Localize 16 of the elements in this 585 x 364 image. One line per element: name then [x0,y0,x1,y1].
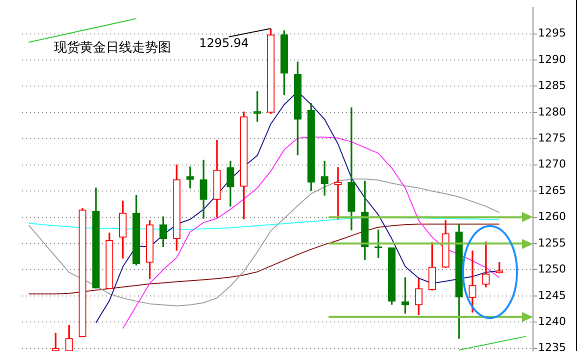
y-tick-label: 1260 [538,210,566,224]
y-tick-label: 1240 [538,315,566,328]
y-tick-label: 1250 [538,262,566,276]
y-tick-label: 1295 [538,26,566,40]
y-tick-label: 1255 [538,236,566,250]
y-tick-label: 1235 [538,341,566,354]
y-tick-label: 1285 [538,79,566,92]
y-tick-label: 1270 [538,158,566,171]
y-tick-label: 1280 [538,105,566,118]
text: 现货黄金日线走势图 [54,40,171,56]
y-tick-label: 1265 [538,184,566,197]
y-tick-label: 1275 [538,132,566,145]
y-tick-label: 1245 [538,288,566,302]
y-tick-label: 1290 [538,52,566,66]
candlestick [320,160,328,196]
annotation: 1295.94 [199,36,249,50]
